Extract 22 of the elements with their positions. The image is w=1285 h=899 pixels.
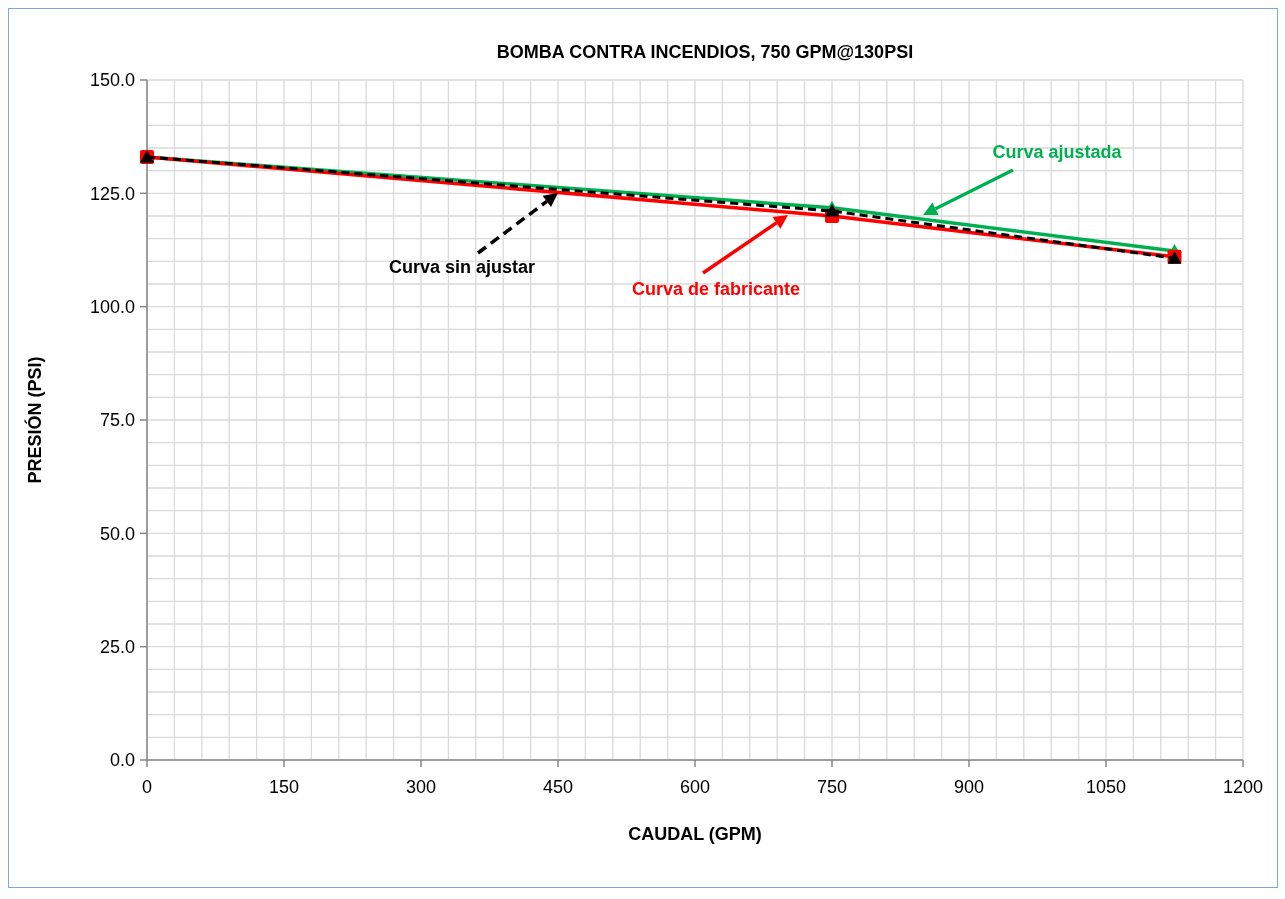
y-axis-title: PRESIÓN (PSI) bbox=[24, 356, 45, 484]
y-tick-label: 25.0 bbox=[99, 636, 135, 657]
x-tick-label: 1050 bbox=[1085, 777, 1127, 797]
annotation: Curva ajustada bbox=[992, 142, 1123, 162]
x-tick-label: 300 bbox=[405, 777, 437, 797]
annotation: Curva de fabricante bbox=[631, 279, 801, 299]
x-tick-label: 0 bbox=[141, 777, 153, 797]
y-tick-label: 50.0 bbox=[99, 523, 135, 544]
x-axis-title: CAUDAL (GPM) bbox=[628, 824, 762, 844]
y-tick-label: 100.0 bbox=[89, 296, 135, 317]
x-tick-label: 450 bbox=[542, 777, 574, 797]
x-tick-label: 900 bbox=[953, 777, 985, 797]
x-tick-label: 1200 bbox=[1222, 777, 1264, 797]
chart-title: BOMBA CONTRA INCENDIOS, 750 GPM@130PSI bbox=[496, 42, 914, 62]
y-tick-label: 0.0 bbox=[109, 750, 135, 771]
x-tick-label: 600 bbox=[679, 777, 711, 797]
x-tick-label: 150 bbox=[268, 777, 300, 797]
x-tick-label: 750 bbox=[816, 777, 848, 797]
y-tick-label: 125.0 bbox=[89, 183, 135, 204]
y-tick-label: 150.0 bbox=[89, 70, 135, 91]
y-tick-label: 75.0 bbox=[99, 410, 135, 431]
annotation: Curva sin ajustar bbox=[388, 257, 536, 277]
